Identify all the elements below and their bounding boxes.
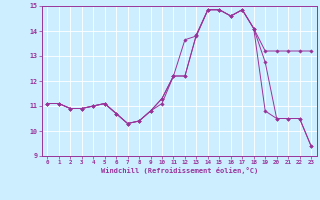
X-axis label: Windchill (Refroidissement éolien,°C): Windchill (Refroidissement éolien,°C) [100,167,258,174]
